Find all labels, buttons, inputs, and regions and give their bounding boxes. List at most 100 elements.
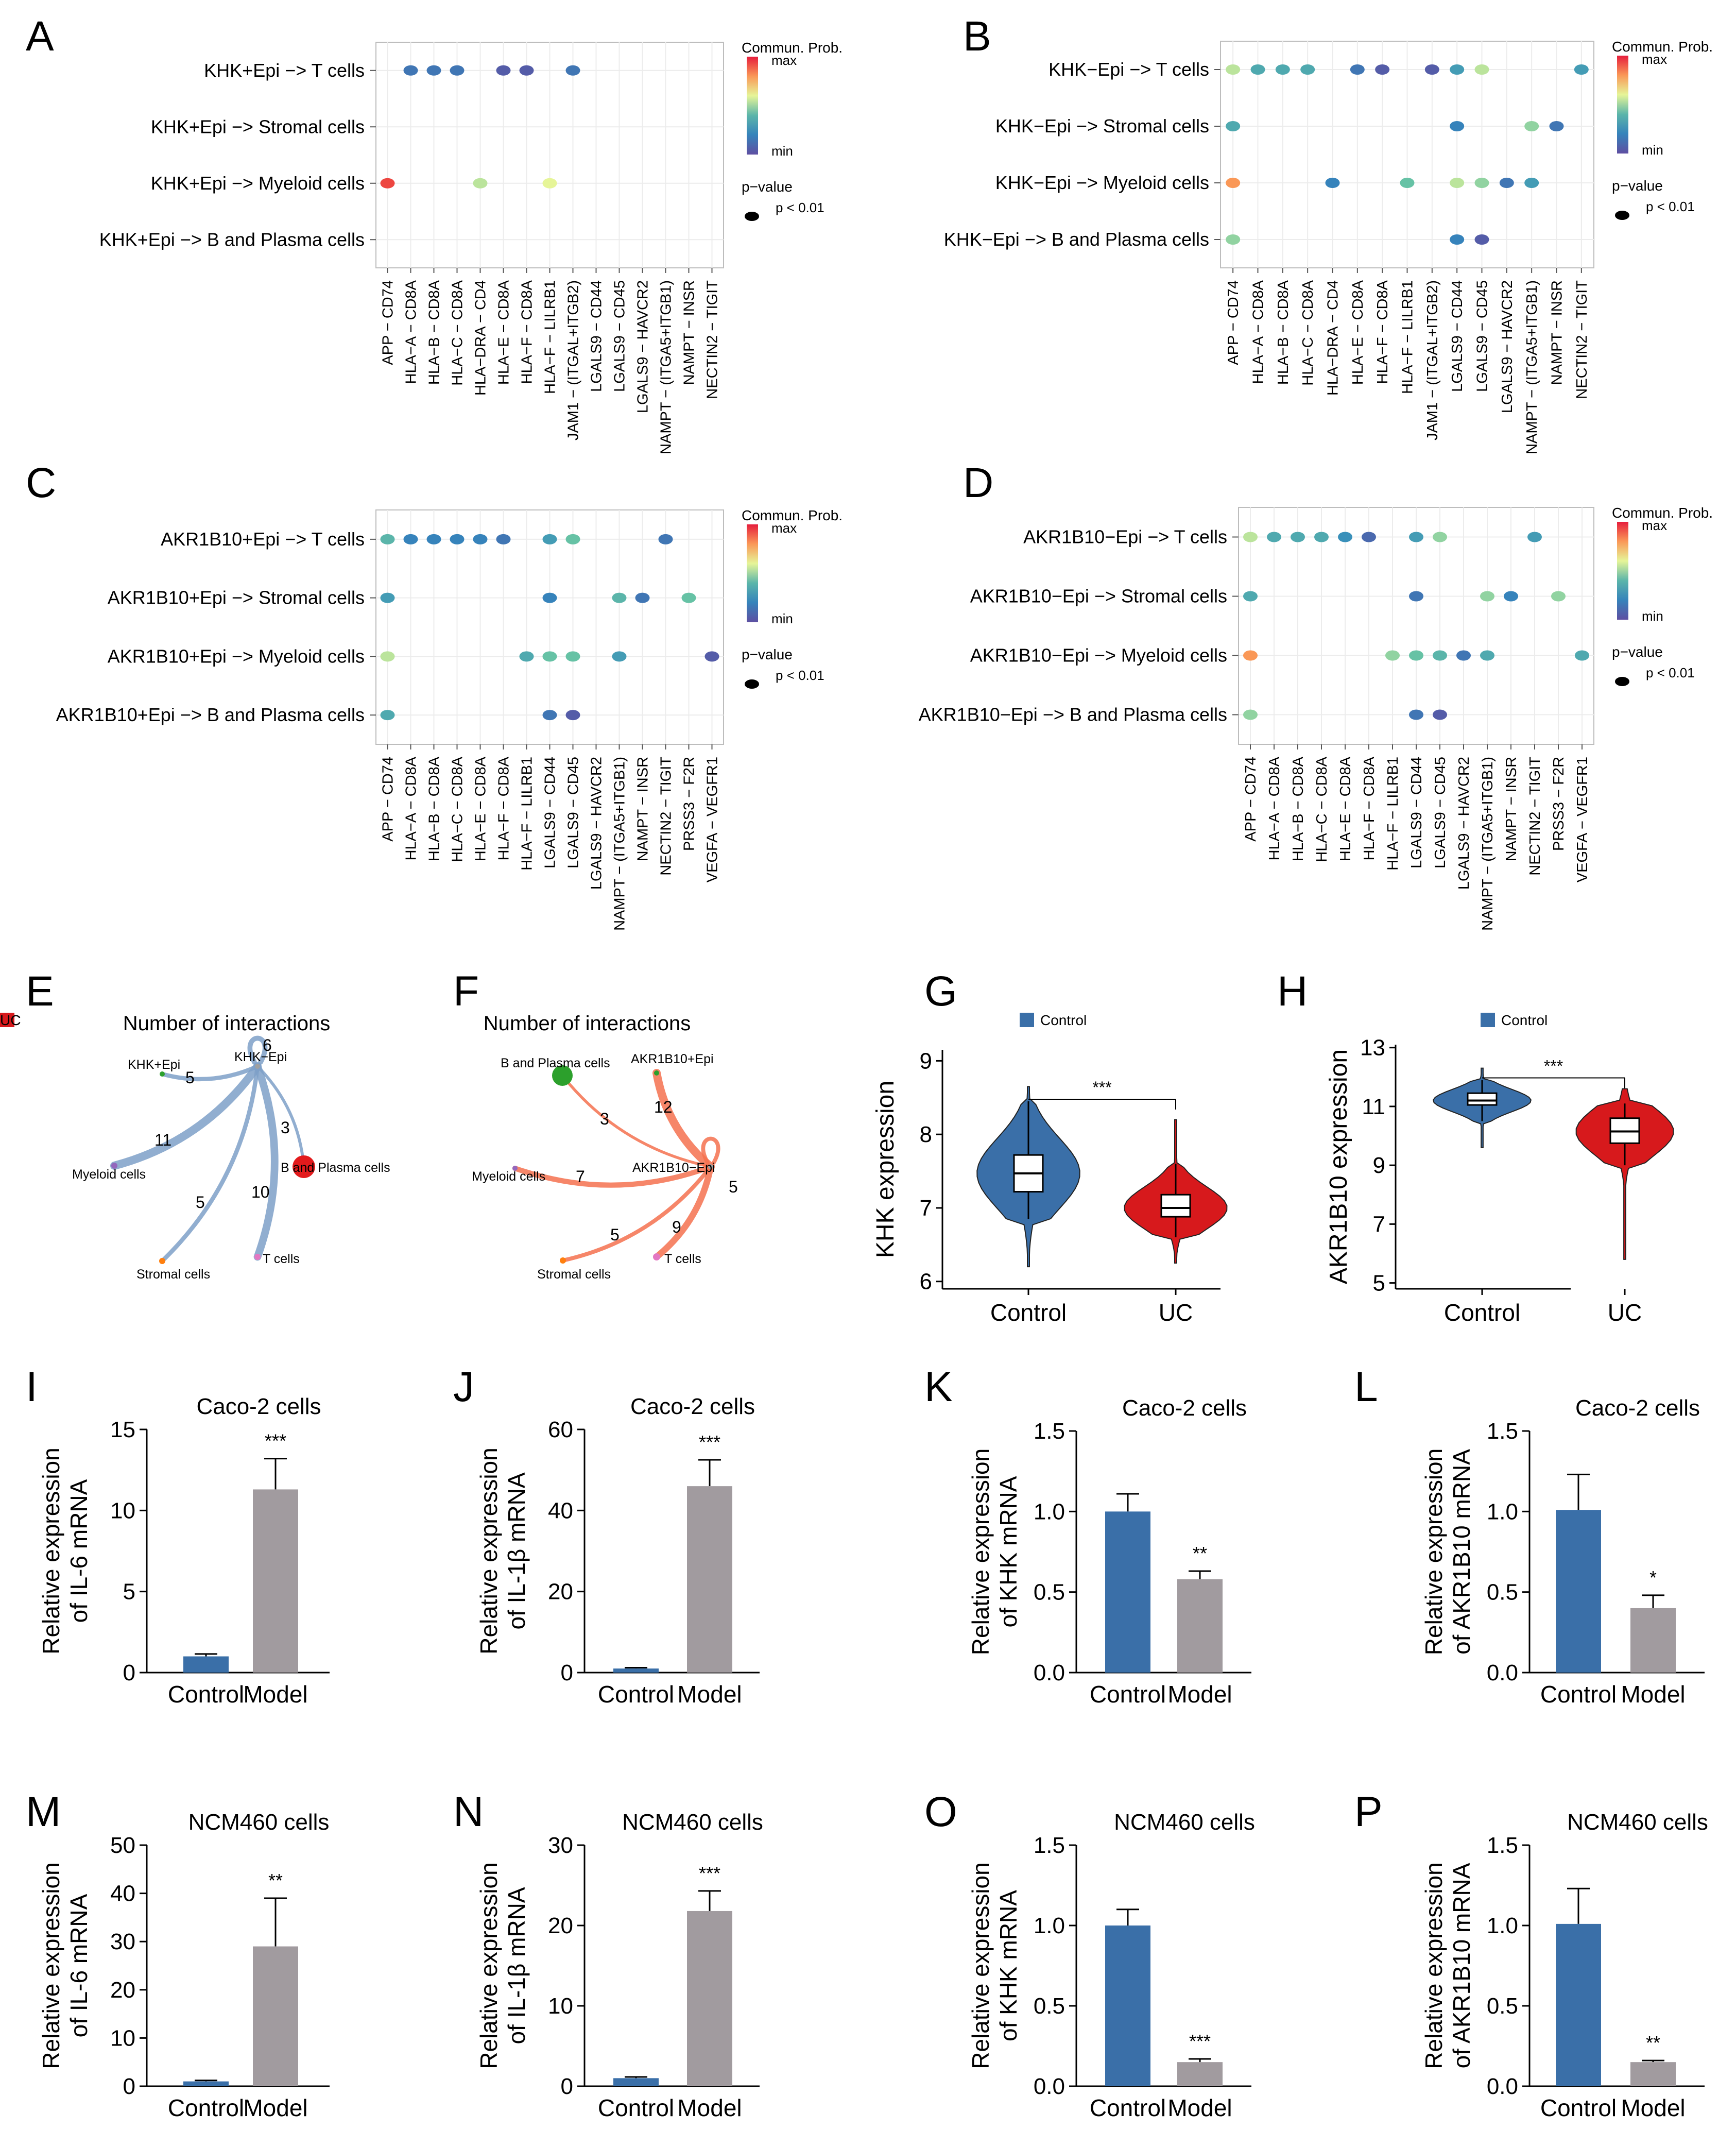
column-label: HLA−E − CD8A <box>496 280 512 385</box>
bar <box>613 1668 659 1673</box>
chart-title: NCM460 cells <box>622 1810 763 1835</box>
dot <box>496 534 511 544</box>
bar <box>253 1489 298 1673</box>
dot <box>1362 532 1376 542</box>
dot <box>542 710 557 721</box>
column-label: JAM1 − (ITGAL+ITGB2) <box>565 280 582 440</box>
y-tick-label: 20 <box>548 1579 573 1605</box>
y-axis-label: of AKR1B10 mRNA <box>1448 1449 1475 1655</box>
x-tick-label: Model <box>1167 2094 1232 2121</box>
box <box>1467 1092 1498 1106</box>
dot <box>519 651 534 662</box>
network-node <box>708 1164 713 1169</box>
dot <box>519 65 534 76</box>
dot <box>380 651 395 662</box>
dot <box>380 178 395 189</box>
violin-body <box>1575 1088 1674 1260</box>
dot <box>380 592 395 603</box>
y-tick-label: 1.5 <box>1487 1833 1518 1858</box>
x-tick-label: Control <box>1090 2094 1166 2121</box>
y-tick-label: 1.0 <box>1034 1913 1065 1938</box>
chart-title: NCM460 cells <box>188 1810 330 1835</box>
dot <box>565 710 580 721</box>
column-label: LGALS9 − HAVCR2 <box>635 280 651 413</box>
row-label: AKR1B10+Epi −> Myeloid cells <box>108 645 365 667</box>
column-label: HLA−A − CD8A <box>1266 756 1283 860</box>
panel-letter-p: P <box>1354 1788 1383 1835</box>
dot <box>704 651 719 662</box>
column-label: NAMPT − (ITGA5+ITGB1) <box>612 757 628 931</box>
legend-min: min <box>1642 142 1663 158</box>
dot <box>1375 64 1390 75</box>
y-tick-label: 0 <box>561 1660 573 1685</box>
dot <box>1474 178 1489 188</box>
panel-letter-n: N <box>453 1788 484 1835</box>
dot <box>450 65 465 76</box>
row-label: AKR1B10+Epi −> T cells <box>161 529 365 550</box>
legend-max: max <box>1642 518 1667 533</box>
violin-panel-g: 6 7 8 9 KHK expression Control UC *** Control UC <box>0 1012 1228 1326</box>
column-label: LGALS9 − CD45 <box>1432 757 1449 868</box>
legend-max: max <box>771 520 797 536</box>
edge-count-label: 5 <box>185 1068 195 1087</box>
y-tick-label: 0.0 <box>1487 1660 1518 1685</box>
y-tick-label: 0.0 <box>1034 1660 1065 1685</box>
node-label: B and Plasma cells <box>281 1161 390 1175</box>
dot <box>1243 709 1258 720</box>
dot <box>1450 64 1465 75</box>
y-axis-label: Relative expression <box>475 1447 502 1654</box>
bar-panel-j: Caco-2 cells 0 20 40 60 Relative expression of… <box>475 1394 760 1708</box>
dot <box>1474 234 1489 245</box>
network-edge <box>256 1065 305 1168</box>
x-tick-label: Model <box>677 1681 742 1708</box>
y-tick-label: 0.0 <box>1034 2074 1065 2099</box>
violin-panel-h: 5 7 9 11 13 AKR1B10 expression Control UC *** Con… <box>0 1012 1674 1326</box>
panel-letter-d: D <box>963 459 993 506</box>
y-tick-label: 7 <box>1373 1212 1385 1237</box>
bar <box>253 1946 298 2086</box>
dot <box>1450 178 1465 188</box>
bar-panel-p: NCM460 cells 0.0 0.5 1.0 1.5 Relative express… <box>1420 1810 1708 2121</box>
column-label: HLA−B − CD8A <box>426 756 443 861</box>
y-tick-label: 10 <box>110 2025 135 2051</box>
y-axis-label: of IL-6 mRNA <box>65 1479 92 1623</box>
y-tick-label: 9 <box>920 1048 932 1074</box>
y-axis-label: Relative expression <box>475 1862 502 2069</box>
column-label: HLA−A − CD8A <box>403 756 420 860</box>
node-label: Myeloid cells <box>72 1167 146 1182</box>
y-axis-label: Relative expression <box>38 1862 64 2069</box>
column-label: HLA−E − CD8A <box>473 756 489 861</box>
dot <box>681 592 696 603</box>
x-tick-label: UC <box>1159 1299 1193 1326</box>
column-label: LGALS9 − CD44 <box>542 757 559 868</box>
dot <box>612 651 627 662</box>
chart-title: Caco-2 cells <box>630 1394 755 1419</box>
bar-panel-n: NCM460 cells 0 10 20 30 Relative expression of… <box>475 1810 763 2121</box>
row-label: AKR1B10−Epi −> Stromal cells <box>970 586 1227 607</box>
node-label: KHK+Epi <box>128 1058 180 1072</box>
panel-letter-l: L <box>1354 1364 1378 1410</box>
legend-swatch <box>0 1013 14 1027</box>
dot <box>1409 709 1423 720</box>
bar <box>687 1911 732 2086</box>
significance-label: *** <box>1189 2031 1211 2052</box>
x-tick-label: Model <box>1621 1681 1685 1708</box>
y-tick-label: 50 <box>110 1833 135 1858</box>
column-label: PRSS3 − F2R <box>1551 757 1567 851</box>
column-label: HLA−F − CD8A <box>1361 756 1378 860</box>
pvalue-title: p−value <box>742 646 793 662</box>
significance-label: *** <box>699 1432 720 1453</box>
y-tick-label: 1.0 <box>1487 1499 1518 1524</box>
column-label: NAMPT − INSR <box>681 280 698 385</box>
y-tick-label: 6 <box>920 1269 932 1294</box>
y-tick-label: 0 <box>561 2074 573 2099</box>
significance-label: *** <box>265 1430 286 1452</box>
row-label: AKR1B10+Epi −> B and Plasma cells <box>56 704 365 725</box>
column-label: HLA−F − CD8A <box>1374 280 1391 384</box>
y-tick-label: 0.5 <box>1034 1580 1065 1605</box>
y-tick-label: 40 <box>110 1881 135 1906</box>
x-tick-label: Control <box>990 1299 1067 1326</box>
pvalue-label: p < 0.01 <box>776 200 824 215</box>
dot <box>1275 64 1290 75</box>
panel-letter-b: B <box>963 13 991 60</box>
